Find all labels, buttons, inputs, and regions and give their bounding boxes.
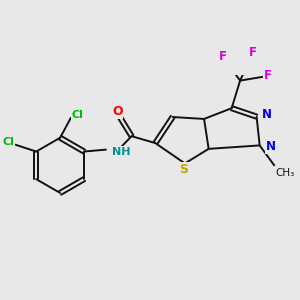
Text: NH: NH (112, 146, 131, 157)
Text: O: O (112, 105, 123, 118)
Text: N: N (262, 108, 272, 121)
Text: F: F (264, 70, 272, 83)
Text: CH₃: CH₃ (276, 168, 295, 178)
Text: Cl: Cl (72, 110, 84, 120)
Text: F: F (218, 50, 226, 63)
Text: Cl: Cl (2, 137, 14, 147)
Text: N: N (266, 140, 275, 153)
Text: S: S (180, 163, 189, 176)
Text: F: F (249, 46, 257, 59)
